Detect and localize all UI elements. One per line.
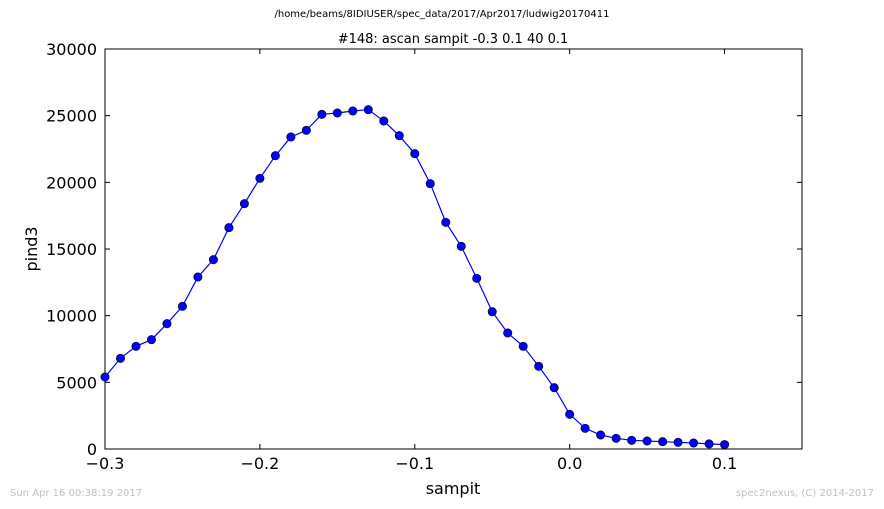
data-point [255, 173, 265, 183]
data-point [162, 319, 172, 329]
data-point [317, 109, 327, 119]
data-point [301, 125, 311, 135]
data-point [534, 361, 544, 371]
data-point [704, 439, 714, 449]
x-tick-label: −0.3 [86, 454, 125, 473]
data-point [487, 307, 497, 317]
data-point [689, 438, 699, 448]
data-point [720, 440, 730, 450]
data-point [224, 223, 234, 233]
data-point [332, 108, 342, 118]
plot-frame [104, 48, 803, 450]
file-path-title: /home/beams/8IDIUSER/spec_data/2017/Apr2… [274, 9, 610, 20]
data-point [131, 341, 141, 351]
y-tick-label: 20000 [46, 173, 97, 192]
chart-title: #148: ascan sampit -0.3 0.1 40 0.1 [338, 32, 569, 47]
data-point [565, 409, 575, 419]
data-point [270, 151, 280, 161]
footer-timestamp: Sun Apr 16 00:38:19 2017 [10, 488, 143, 499]
data-point [425, 179, 435, 189]
data-point [580, 423, 590, 433]
x-tick-label: −0.2 [240, 454, 279, 473]
data-point [456, 241, 466, 251]
data-point [193, 272, 203, 282]
y-tick-label: 15000 [46, 240, 97, 259]
data-point [472, 273, 482, 283]
y-tick-label: 25000 [46, 107, 97, 126]
data-point [115, 353, 125, 363]
y-tick-label: 0 [87, 440, 97, 459]
data-point [441, 217, 451, 227]
data-point [379, 116, 389, 126]
data-point [239, 199, 249, 209]
data-point [627, 435, 637, 445]
plot-area: −0.3 −0.2 −0.1 0.0 0.1 0 5000 10000 15000 20000 25… [46, 40, 803, 473]
y-tick-label: 30000 [46, 40, 97, 59]
data-point [363, 105, 373, 115]
data-point [348, 106, 358, 116]
data-point [394, 131, 404, 141]
data-point [642, 436, 652, 446]
data-point [518, 341, 528, 351]
x-tick-label: 0.0 [557, 454, 582, 473]
data-point [177, 301, 187, 311]
footer-credit: spec2nexus, (C) 2014-2017 [735, 488, 874, 499]
data-point [286, 132, 296, 142]
data-point [549, 383, 559, 393]
y-tick-label: 10000 [46, 307, 97, 326]
data-point [596, 430, 606, 440]
y-axis-title: pind3 [22, 226, 41, 271]
data-point [673, 437, 683, 447]
data-point [146, 335, 156, 345]
data-point [658, 437, 668, 447]
x-tick-label: −0.1 [395, 454, 434, 473]
data-point [208, 255, 218, 265]
data-point [100, 372, 110, 382]
x-tick-label: 0.1 [712, 454, 737, 473]
y-tick-label: 5000 [56, 373, 97, 392]
data-point [410, 149, 420, 159]
x-axis-title: sampit [426, 479, 481, 498]
data-point [611, 433, 621, 443]
data-point [503, 328, 513, 338]
